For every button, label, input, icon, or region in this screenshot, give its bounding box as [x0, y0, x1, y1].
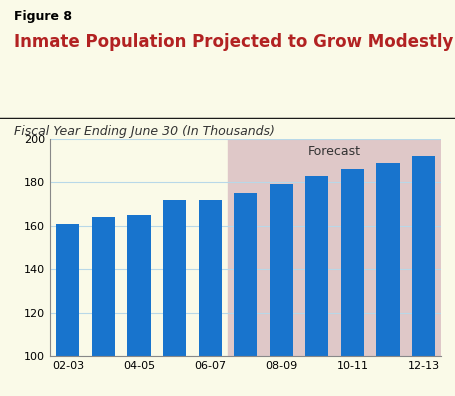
Bar — [56, 223, 79, 396]
Text: Inmate Population Projected to Grow Modestly: Inmate Population Projected to Grow Mode… — [14, 33, 453, 51]
Bar — [92, 217, 115, 396]
Bar — [305, 175, 329, 396]
Bar — [163, 200, 186, 396]
Text: Figure 8: Figure 8 — [14, 10, 71, 23]
Bar — [234, 193, 257, 396]
Bar — [376, 162, 399, 396]
Bar — [412, 156, 435, 396]
Bar — [198, 200, 222, 396]
Text: Forecast: Forecast — [308, 145, 361, 158]
Bar — [228, 139, 441, 356]
Bar — [270, 184, 293, 396]
Bar — [127, 215, 151, 396]
Text: Fiscal Year Ending June 30 (In Thousands): Fiscal Year Ending June 30 (In Thousands… — [14, 125, 274, 138]
Bar — [341, 169, 364, 396]
